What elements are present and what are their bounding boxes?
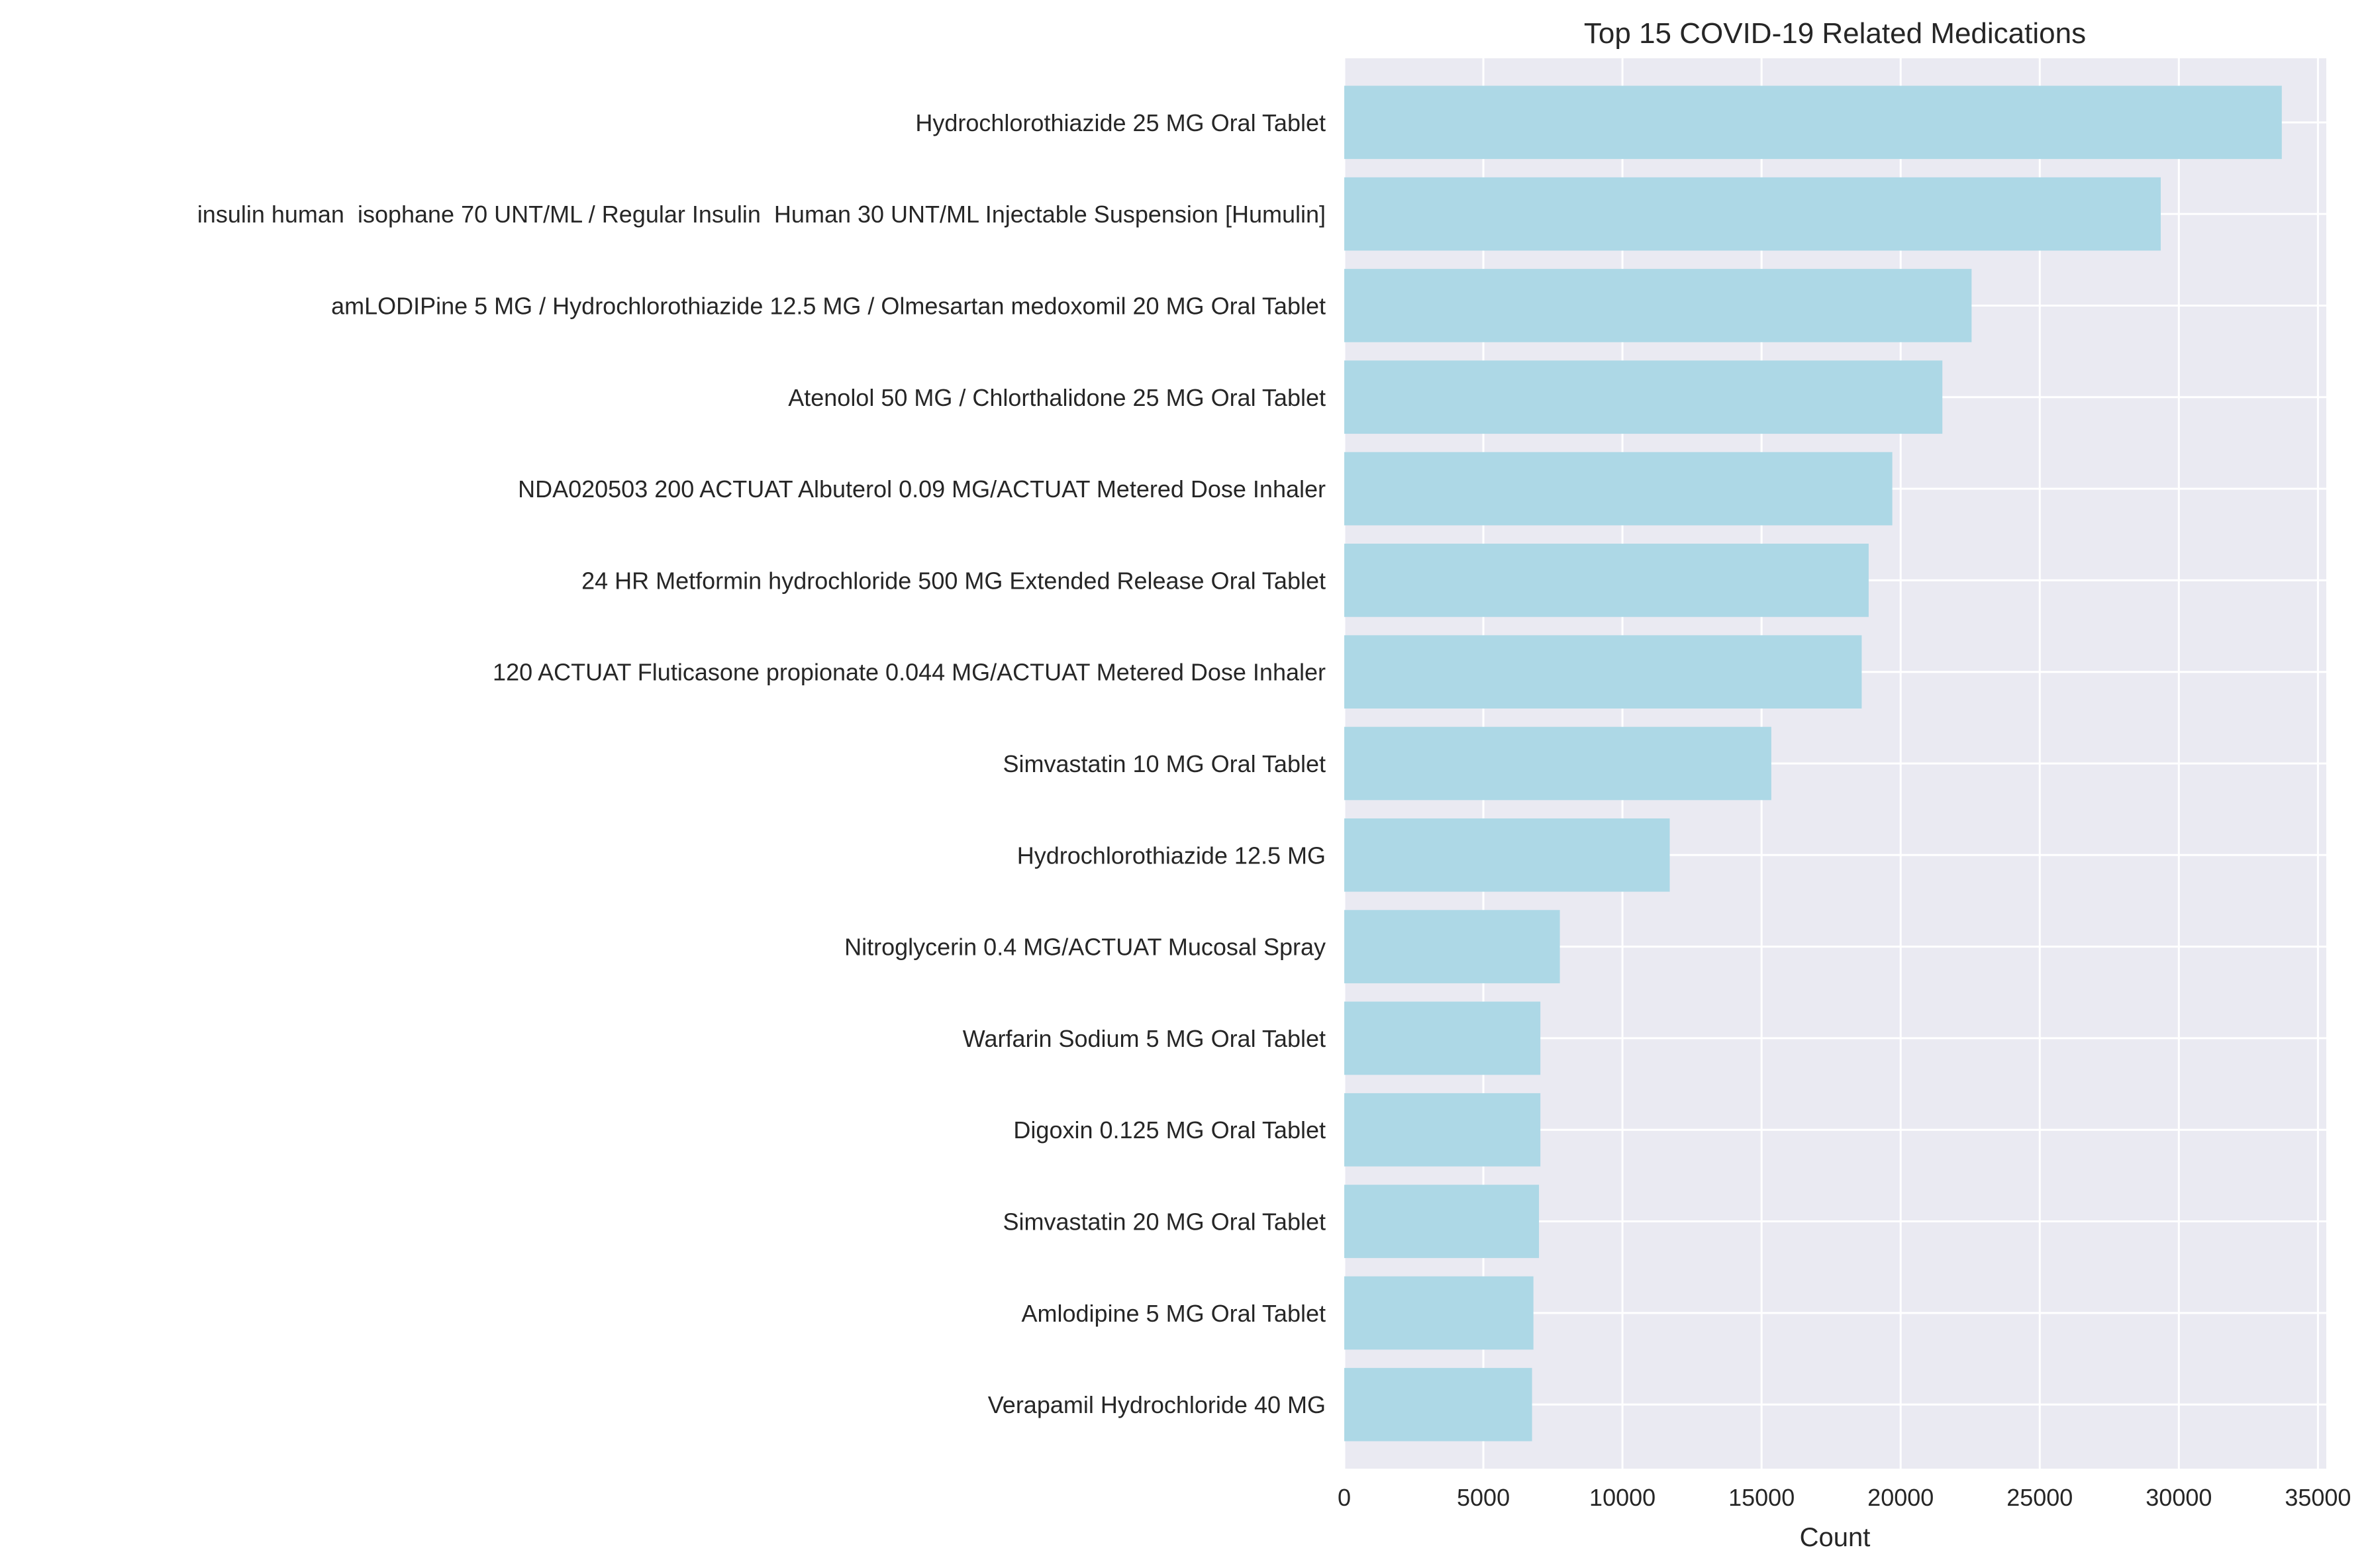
y-tick-label: 24 HR Metformin hydrochloride 500 MG Ext…	[581, 567, 1326, 594]
y-tick-label: Simvastatin 10 MG Oral Tablet	[1003, 750, 1326, 777]
x-tick-label: 15000	[1728, 1484, 1795, 1511]
bar	[1344, 1093, 1541, 1167]
y-tick-label: Amlodipine 5 MG Oral Tablet	[1021, 1300, 1326, 1327]
bar	[1344, 1367, 1532, 1442]
bar	[1344, 1185, 1540, 1258]
y-tick-label: Nitroglycerin 0.4 MG/ACTUAT Mucosal Spra…	[844, 934, 1326, 961]
y-tick-label: Hydrochlorothiazide 12.5 MG	[1017, 842, 1326, 869]
y-tick-label: Hydrochlorothiazide 25 MG Oral Tablet	[915, 109, 1326, 136]
bar	[1344, 544, 1869, 617]
x-tick-labels: 0 5000 10000 15000 20000 25000 30000 35000	[1338, 1484, 2351, 1511]
bar	[1344, 269, 1972, 342]
x-tick-label: 5000	[1457, 1484, 1510, 1511]
x-tick-label: 35000	[2285, 1484, 2351, 1511]
bar	[1344, 360, 1943, 434]
bar	[1344, 635, 1862, 709]
bar	[1344, 177, 2161, 251]
bar	[1344, 818, 1670, 892]
y-tick-label: Warfarin Sodium 5 MG Oral Tablet	[963, 1025, 1326, 1052]
x-tick-label: 30000	[2146, 1484, 2212, 1511]
bars	[1344, 85, 2282, 1442]
x-axis-label: Count	[1800, 1523, 1871, 1552]
x-tick-label: 20000	[1867, 1484, 1934, 1511]
bar	[1344, 726, 1771, 801]
bar	[1344, 452, 1893, 526]
y-tick-label: Atenolol 50 MG / Chlorthalidone 25 MG Or…	[788, 384, 1326, 411]
y-tick-label: Simvastatin 20 MG Oral Tablet	[1003, 1208, 1326, 1236]
y-tick-label: amLODIPine 5 MG / Hydrochlorothiazide 12…	[331, 292, 1326, 319]
y-tick-label: NDA020503 200 ACTUAT Albuterol 0.09 MG/A…	[518, 475, 1326, 503]
bar	[1344, 1276, 1534, 1350]
y-tick-labels: Hydrochlorothiazide 25 MG Oral Tablet ins…	[197, 109, 1326, 1418]
y-tick-label: Verapamil Hydrochloride 40 MG	[988, 1391, 1326, 1418]
x-tick-label: 0	[1338, 1484, 1351, 1511]
y-tick-label: insulin human isophane 70 UNT/ML / Regul…	[197, 201, 1326, 228]
bar	[1344, 910, 1560, 983]
y-tick-label: Digoxin 0.125 MG Oral Tablet	[1013, 1116, 1326, 1144]
bar	[1344, 1001, 1541, 1075]
x-tick-label: 25000	[2006, 1484, 2073, 1511]
y-tick-label: 120 ACTUAT Fluticasone propionate 0.044 …	[493, 659, 1326, 686]
x-tick-label: 10000	[1589, 1484, 1655, 1511]
chart-title: Top 15 COVID-19 Related Medications	[1584, 17, 2086, 50]
bar	[1344, 85, 2282, 160]
